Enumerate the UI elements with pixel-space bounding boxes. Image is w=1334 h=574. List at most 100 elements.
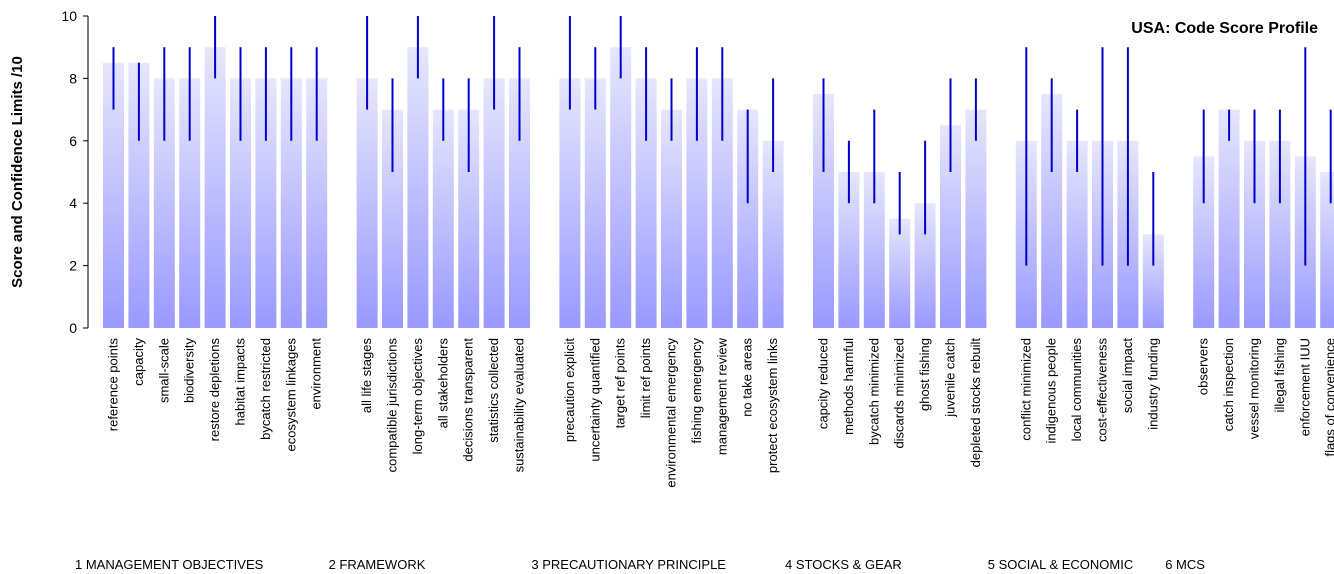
category-label: capacity <box>131 338 146 386</box>
y-tick-label: 8 <box>69 70 77 86</box>
category-label: discards minimized <box>892 338 907 449</box>
plot-area: 0 2 4 6 8 10 reference points capacity small-sca… <box>61 8 1334 572</box>
bar <box>306 78 328 329</box>
category-label: bycatch restricted <box>258 338 273 440</box>
category-label: management review <box>714 337 729 455</box>
bar <box>204 47 226 328</box>
group-label: 2 FRAMEWORK <box>329 557 426 572</box>
category-label: methods harmful <box>841 338 856 435</box>
bar <box>1244 140 1265 328</box>
category-label: statistics collected <box>486 338 501 443</box>
bar <box>458 109 480 328</box>
category-label: indigenous people <box>1044 338 1059 444</box>
y-axis-label: Score and Confidence Limits /10 <box>9 56 26 288</box>
bar <box>1066 140 1088 328</box>
category-label: habitat impacts <box>233 338 248 426</box>
category-label: industry funding <box>1145 338 1160 430</box>
bar <box>1142 234 1164 328</box>
category-label: decisions transparent <box>461 338 476 462</box>
category-label: enforcement IUU <box>1297 338 1312 436</box>
bar <box>382 109 403 328</box>
bar <box>1320 172 1334 328</box>
bar <box>1193 156 1215 328</box>
category-label: juvenile catch <box>943 338 958 418</box>
y-tick-label: 4 <box>69 195 77 211</box>
bar <box>889 218 911 328</box>
bar <box>813 94 834 328</box>
bar <box>559 78 581 329</box>
bar <box>762 140 784 328</box>
category-label: all stakeholders <box>435 338 450 429</box>
category-label: catch inspection <box>1221 338 1236 431</box>
bar <box>737 109 759 328</box>
category-label: capcity reduced <box>816 338 831 429</box>
bar <box>914 203 936 328</box>
category-label: environment <box>309 338 324 410</box>
chart-title: USA: Code Score Profile <box>1131 20 1318 37</box>
category-label: illegal fishing <box>1272 338 1287 412</box>
bar <box>1041 94 1063 328</box>
category-label: social impact <box>1120 338 1135 414</box>
category-label: vessel monitoring <box>1247 338 1262 439</box>
bar <box>103 62 124 329</box>
category-label: no take areas <box>740 338 755 417</box>
y-tick-label: 0 <box>69 320 77 336</box>
bar <box>863 172 885 328</box>
y-tick-label: 10 <box>61 8 77 24</box>
category-label: flags of convenience <box>1323 338 1334 457</box>
y-tick-label: 6 <box>69 133 77 149</box>
bar <box>432 109 454 328</box>
group-label: 3 PRECAUTIONARY PRINCIPLE <box>531 557 726 572</box>
group-label: 6 MCS <box>1165 557 1205 572</box>
bar <box>153 78 175 329</box>
category-label: uncertainty quantified <box>587 338 602 462</box>
category-label: cost-effectiveness <box>1095 338 1110 442</box>
bar <box>509 78 530 329</box>
category-label: environmental emergency <box>664 338 679 488</box>
category-label: long-term objectives <box>410 338 425 455</box>
bar <box>1269 140 1291 328</box>
category-label: small-scale <box>156 338 171 403</box>
bar <box>483 78 505 329</box>
bar <box>661 109 682 328</box>
category-label: biodiversity <box>182 338 197 404</box>
bar <box>838 172 860 328</box>
bar <box>610 47 632 328</box>
bar <box>356 78 378 329</box>
bar <box>635 78 657 329</box>
bar <box>407 47 429 328</box>
group-label: 5 SOCIAL & ECONOMIC <box>988 557 1133 572</box>
category-label: target ref points <box>613 338 628 429</box>
category-label: ecosystem linkages <box>283 338 298 452</box>
bar <box>711 78 733 329</box>
category-label: depleted stocks rebuilt <box>968 338 983 468</box>
category-label: fishing emergency <box>689 338 704 444</box>
bar <box>940 125 961 328</box>
category-label: local communities <box>1069 338 1084 442</box>
y-tick-label: 2 <box>69 258 77 274</box>
bar <box>965 109 987 328</box>
category-label: observers <box>1196 338 1211 396</box>
bar <box>179 78 201 329</box>
bar <box>1218 109 1240 328</box>
category-label: reference points <box>106 338 121 432</box>
bar <box>128 62 150 329</box>
bar <box>280 78 302 329</box>
bar <box>230 78 251 329</box>
bar <box>255 78 277 329</box>
category-label: bycatch minimized <box>866 338 881 445</box>
category-label: limit ref points <box>638 338 653 419</box>
category-label: precaution explicit <box>562 338 577 442</box>
group-label: 4 STOCKS & GEAR <box>785 557 902 572</box>
category-label: protect ecosystem links <box>765 338 780 474</box>
group-label: 1 MANAGEMENT OBJECTIVES <box>75 557 264 572</box>
bar <box>584 78 606 329</box>
bar <box>686 78 708 329</box>
category-label: compatible jurisdictions <box>385 338 400 473</box>
category-label: sustainability evaluated <box>512 338 527 472</box>
category-label: all life stages <box>359 338 374 414</box>
category-label: restore depletions <box>207 338 222 442</box>
category-label: ghost fishing <box>917 338 932 411</box>
category-label: conflict minimized <box>1018 338 1033 441</box>
